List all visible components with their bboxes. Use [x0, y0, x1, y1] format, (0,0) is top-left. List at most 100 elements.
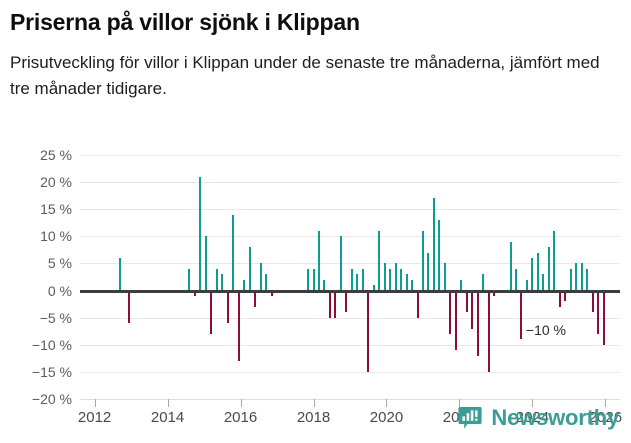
bar — [421, 230, 424, 291]
x-axis-tick — [240, 399, 242, 407]
y-axis-tick-label: 5 % — [47, 255, 72, 272]
bar — [372, 285, 375, 291]
x-axis-tick — [605, 399, 607, 407]
bar — [350, 268, 353, 291]
y-axis-labels: 25 % 20 % 15 % 10 % 5 % 0 % −5 % −10 % −15 % −20 … — [0, 147, 72, 407]
bar — [394, 263, 397, 291]
zero-line — [80, 289, 620, 293]
bar — [193, 290, 196, 296]
bar — [547, 247, 550, 291]
x-axis-tick-label: 2018 — [296, 409, 331, 426]
bar — [405, 274, 408, 291]
bar — [553, 230, 556, 291]
bar — [597, 290, 600, 334]
bar — [361, 268, 364, 291]
bar — [210, 290, 213, 334]
bar — [119, 258, 122, 291]
bar — [575, 263, 578, 291]
page-title: Priserna på villor sjönk i Klippan — [10, 9, 360, 35]
bar — [378, 230, 381, 291]
x-axis-tick — [313, 399, 315, 407]
last-value-annotation: −10 % — [525, 321, 567, 338]
bar — [226, 290, 229, 324]
x-axis-line — [80, 399, 620, 400]
y-axis-tick-label: −15 % — [31, 363, 72, 380]
x-axis-tick — [386, 399, 388, 407]
bar — [465, 290, 468, 313]
bar — [400, 268, 403, 291]
bar — [383, 263, 386, 291]
bar — [339, 236, 342, 291]
bar — [558, 290, 561, 307]
chart-subtitle: Prisutveckling för villor i Klippan unde… — [10, 53, 600, 98]
bar — [345, 290, 348, 313]
bar — [237, 290, 240, 362]
bar — [367, 290, 370, 372]
bar — [432, 198, 435, 291]
bar-series — [80, 155, 620, 399]
brand-name: Newsworthy — [491, 405, 619, 430]
bar — [328, 290, 331, 318]
brand-footer: Newsworthy — [457, 405, 619, 431]
bar — [438, 220, 441, 291]
bar — [128, 290, 131, 324]
x-axis-tick-label: 2016 — [223, 409, 258, 426]
bar — [460, 279, 463, 291]
bar — [254, 290, 257, 307]
bar — [232, 214, 235, 291]
bar — [525, 279, 528, 291]
y-axis-tick-label: 15 % — [40, 201, 72, 218]
y-axis-tick-label: 20 % — [40, 174, 72, 191]
y-axis-tick-label: −20 % — [31, 391, 72, 407]
x-axis-tick-label: 2024 — [515, 409, 550, 426]
bar — [188, 268, 191, 291]
y-axis-tick-label: 0 % — [47, 282, 72, 299]
bar — [265, 274, 268, 291]
bar — [243, 279, 246, 291]
x-axis-tick-label: 2012 — [77, 409, 112, 426]
chart-area: 25 % 20 % 15 % 10 % 5 % 0 % −5 % −10 % −15 % −20 … — [0, 145, 631, 426]
bar — [591, 290, 594, 313]
bar — [449, 290, 452, 334]
bar — [482, 274, 485, 291]
bar — [443, 263, 446, 291]
bar — [427, 252, 430, 291]
x-axis-tick — [94, 399, 96, 407]
bar — [586, 268, 589, 291]
bar — [536, 252, 539, 291]
bar — [531, 258, 534, 291]
x-axis-tick — [459, 399, 461, 407]
bar — [580, 263, 583, 291]
bar — [411, 279, 414, 291]
bar — [602, 290, 605, 345]
bar-chart-bubble-icon — [457, 405, 483, 431]
y-axis-tick-label: −5 % — [39, 309, 72, 326]
x-axis-tick — [532, 399, 534, 407]
bar — [307, 268, 310, 291]
bar — [569, 268, 572, 291]
bar — [564, 290, 567, 302]
bar — [389, 268, 392, 291]
bar — [471, 290, 474, 329]
bar — [520, 290, 523, 340]
plot-area — [80, 155, 620, 400]
bar — [509, 241, 512, 291]
bar — [334, 290, 337, 318]
y-axis-tick-label: 25 % — [40, 147, 72, 163]
x-axis-tick-label: 2014 — [150, 409, 185, 426]
bar — [221, 274, 224, 291]
bar — [317, 230, 320, 291]
bar — [356, 274, 359, 291]
bar — [416, 290, 419, 318]
x-axis: 20122014201620182020202220242026 — [77, 399, 622, 443]
bar — [487, 290, 490, 372]
y-axis-tick-label: −10 % — [31, 336, 72, 353]
x-axis-tick — [167, 399, 169, 407]
bar — [270, 290, 273, 296]
x-axis-tick-label: 2020 — [369, 409, 404, 426]
bar — [259, 263, 262, 291]
bar — [515, 268, 517, 291]
bar — [312, 268, 315, 291]
bar — [476, 290, 479, 356]
